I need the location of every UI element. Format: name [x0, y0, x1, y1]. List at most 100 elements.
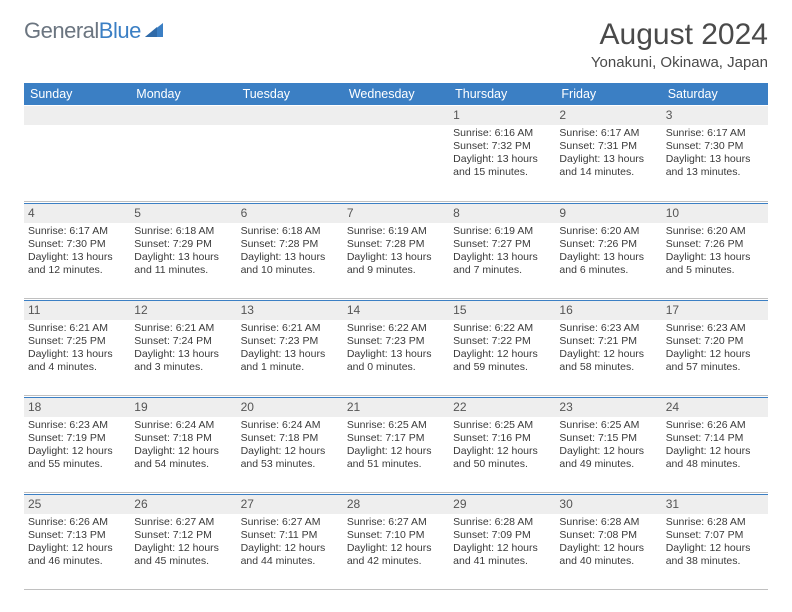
week-row: 1Sunrise: 6:16 AMSunset: 7:32 PMDaylight…	[24, 105, 768, 202]
location-subtitle: Yonakuni, Okinawa, Japan	[591, 54, 768, 71]
sunset-text: Sunset: 7:19 PM	[28, 432, 126, 445]
sunset-text: Sunset: 7:11 PM	[241, 529, 339, 542]
sunset-text: Sunset: 7:25 PM	[28, 335, 126, 348]
date-number: 12	[130, 300, 236, 320]
date-number: 20	[237, 397, 343, 417]
sunrise-text: Sunrise: 6:26 AM	[28, 516, 126, 529]
calendar-cell: 11 Sunrise: 6:21 AMSunset: 7:25 PMDayligh…	[24, 299, 130, 395]
daylight-text: Daylight: 13 hours and 6 minutes.	[559, 251, 657, 277]
date-number: 27	[237, 494, 343, 514]
sunrise-text: Sunrise: 6:28 AM	[666, 516, 764, 529]
daylight-text: Daylight: 13 hours and 3 minutes.	[134, 348, 232, 374]
calendar-cell: 31Sunrise: 6:28 AMSunset: 7:07 PMDayligh…	[662, 493, 768, 589]
page-title: August 2024	[591, 18, 768, 52]
calendar-cell: 23Sunrise: 6:25 AMSunset: 7:15 PMDayligh…	[555, 396, 661, 492]
daylight-text: Daylight: 12 hours and 41 minutes.	[453, 542, 551, 568]
sunset-text: Sunset: 7:28 PM	[241, 238, 339, 251]
logo-word-1: General	[24, 18, 99, 43]
daylight-text: Daylight: 13 hours and 4 minutes.	[28, 348, 126, 374]
calendar-cell: 15Sunrise: 6:22 AMSunset: 7:22 PMDayligh…	[449, 299, 555, 395]
date-number: 8	[449, 203, 555, 223]
sunrise-text: Sunrise: 6:25 AM	[559, 419, 657, 432]
week-row: 11Sunrise: 6:21 AMSunset: 7:25 PMDayligh…	[24, 299, 768, 396]
sunset-text: Sunset: 7:23 PM	[347, 335, 445, 348]
sunrise-text: Sunrise: 6:17 AM	[666, 127, 764, 140]
date-number: 11	[24, 300, 130, 320]
logo-text: GeneralBlue	[24, 18, 141, 44]
calendar-cell: 14Sunrise: 6:22 AMSunset: 7:23 PMDayligh…	[343, 299, 449, 395]
calendar-cell: 10Sunrise: 6:20 AMSunset: 7:26 PMDayligh…	[662, 202, 768, 298]
calendar-cell: 16 Sunrise: 6:23 AMSunset: 7:21 PMDayligh…	[555, 299, 661, 395]
date-number: 15	[449, 300, 555, 320]
sunset-text: Sunset: 7:26 PM	[559, 238, 657, 251]
header: GeneralBlue August 2024 Yonakuni, Okinaw…	[24, 18, 768, 71]
sunrise-text: Sunrise: 6:21 AM	[134, 322, 232, 335]
sunrise-text: Sunrise: 6:28 AM	[559, 516, 657, 529]
calendar-cell: 2Sunrise: 6:17 AMSunset: 7:31 PMDaylight…	[555, 105, 661, 201]
dayname-row: SundayMondayTuesdayWednesdayThursdayFrid…	[24, 83, 768, 105]
date-number: 10	[662, 203, 768, 223]
date-number: 31	[662, 494, 768, 514]
sunrise-text: Sunrise: 6:22 AM	[453, 322, 551, 335]
dayname-wednesday: Wednesday	[343, 83, 449, 105]
date-number: 24	[662, 397, 768, 417]
dayname-saturday: Saturday	[662, 83, 768, 105]
sunset-text: Sunset: 7:31 PM	[559, 140, 657, 153]
sunset-text: Sunset: 7:14 PM	[666, 432, 764, 445]
calendar-cell: 1Sunrise: 6:16 AMSunset: 7:32 PMDaylight…	[449, 105, 555, 201]
daylight-text: Daylight: 12 hours and 42 minutes.	[347, 542, 445, 568]
date-number	[237, 106, 343, 125]
sunrise-text: Sunrise: 6:23 AM	[559, 322, 657, 335]
sunrise-text: Sunrise: 6:27 AM	[134, 516, 232, 529]
week-row: 4Sunrise: 6:17 AMSunset: 7:30 PMDaylight…	[24, 202, 768, 299]
sunset-text: Sunset: 7:21 PM	[559, 335, 657, 348]
sunrise-text: Sunrise: 6:21 AM	[28, 322, 126, 335]
calendar-cell: 25Sunrise: 6:26 AMSunset: 7:13 PMDayligh…	[24, 493, 130, 589]
sunset-text: Sunset: 7:12 PM	[134, 529, 232, 542]
sunrise-text: Sunrise: 6:27 AM	[241, 516, 339, 529]
sunset-text: Sunset: 7:09 PM	[453, 529, 551, 542]
daylight-text: Daylight: 12 hours and 48 minutes.	[666, 445, 764, 471]
sunrise-text: Sunrise: 6:17 AM	[28, 225, 126, 238]
sunrise-text: Sunrise: 6:19 AM	[453, 225, 551, 238]
sunset-text: Sunset: 7:32 PM	[453, 140, 551, 153]
date-number: 16	[555, 300, 661, 320]
daylight-text: Daylight: 13 hours and 15 minutes.	[453, 153, 551, 179]
week-row: 25Sunrise: 6:26 AMSunset: 7:13 PMDayligh…	[24, 493, 768, 590]
calendar-cell: 22Sunrise: 6:25 AMSunset: 7:16 PMDayligh…	[449, 396, 555, 492]
sunrise-text: Sunrise: 6:20 AM	[666, 225, 764, 238]
date-number: 1	[449, 106, 555, 125]
sunset-text: Sunset: 7:23 PM	[241, 335, 339, 348]
date-number: 21	[343, 397, 449, 417]
daylight-text: Daylight: 12 hours and 50 minutes.	[453, 445, 551, 471]
title-block: August 2024 Yonakuni, Okinawa, Japan	[591, 18, 768, 71]
date-number: 28	[343, 494, 449, 514]
week-row: 18Sunrise: 6:23 AMSunset: 7:19 PMDayligh…	[24, 396, 768, 493]
daylight-text: Daylight: 12 hours and 53 minutes.	[241, 445, 339, 471]
sunrise-text: Sunrise: 6:18 AM	[241, 225, 339, 238]
logo: GeneralBlue	[24, 18, 163, 44]
date-number: 30	[555, 494, 661, 514]
date-number: 26	[130, 494, 236, 514]
calendar-cell: 18Sunrise: 6:23 AMSunset: 7:19 PMDayligh…	[24, 396, 130, 492]
calendar-cell	[24, 105, 130, 201]
sunset-text: Sunset: 7:18 PM	[241, 432, 339, 445]
date-number: 9	[555, 203, 661, 223]
daylight-text: Daylight: 13 hours and 1 minute.	[241, 348, 339, 374]
calendar-cell: 5Sunrise: 6:18 AMSunset: 7:29 PMDaylight…	[130, 202, 236, 298]
calendar-cell: 30Sunrise: 6:28 AMSunset: 7:08 PMDayligh…	[555, 493, 661, 589]
date-number: 5	[130, 203, 236, 223]
sunset-text: Sunset: 7:15 PM	[559, 432, 657, 445]
sunrise-text: Sunrise: 6:25 AM	[347, 419, 445, 432]
sunset-text: Sunset: 7:08 PM	[559, 529, 657, 542]
date-number: 13	[237, 300, 343, 320]
daylight-text: Daylight: 12 hours and 51 minutes.	[347, 445, 445, 471]
daylight-text: Daylight: 13 hours and 7 minutes.	[453, 251, 551, 277]
sunrise-text: Sunrise: 6:28 AM	[453, 516, 551, 529]
daylight-text: Daylight: 12 hours and 58 minutes.	[559, 348, 657, 374]
sunrise-text: Sunrise: 6:25 AM	[453, 419, 551, 432]
daylight-text: Daylight: 13 hours and 9 minutes.	[347, 251, 445, 277]
sunrise-text: Sunrise: 6:20 AM	[559, 225, 657, 238]
daylight-text: Daylight: 12 hours and 49 minutes.	[559, 445, 657, 471]
daylight-text: Daylight: 13 hours and 14 minutes.	[559, 153, 657, 179]
